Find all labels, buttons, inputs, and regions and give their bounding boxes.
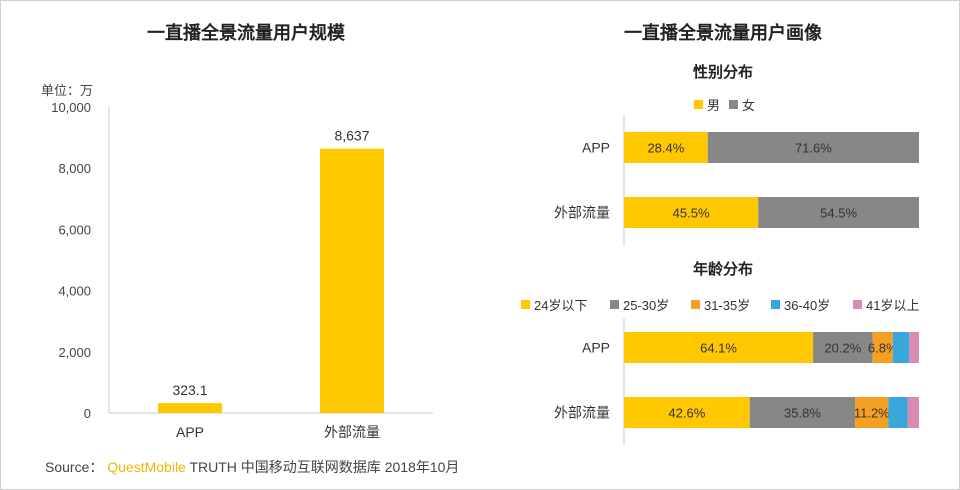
- gender-segment-label: 28.4%: [647, 141, 684, 156]
- age-segment-label: 11.2%: [854, 406, 890, 421]
- age-segment: [749, 397, 856, 428]
- age-segment-label: 6.8%: [868, 341, 898, 356]
- source-brand: QuestMobile: [107, 459, 186, 475]
- age-segment-label: 42.6%: [668, 406, 705, 421]
- age-legend-swatch: [691, 300, 700, 309]
- age-subtitle: 年龄分布: [693, 260, 753, 278]
- gender-segment-label: 71.6%: [795, 141, 832, 156]
- age-segment: [909, 332, 919, 363]
- age-segment: [892, 332, 910, 363]
- profile-title: 一直播全景流量用户画像: [624, 22, 823, 43]
- age-segment-label: 35.8%: [784, 406, 821, 421]
- age-segment: [888, 397, 908, 428]
- age-legend-label: 36-40岁: [784, 298, 830, 313]
- y-tick-label: 8,000: [58, 161, 91, 176]
- gender-legend-label: 男: [707, 98, 720, 113]
- age-segment: [813, 332, 873, 363]
- age-segment: [872, 332, 893, 363]
- gender-subtitle: 性别分布: [693, 63, 753, 81]
- source-note: Source： QuestMobile TRUTH 中国移动互联网数据库 201…: [45, 457, 459, 477]
- bar: [320, 148, 384, 413]
- age-legend-label: 25-30岁: [623, 298, 669, 313]
- gender-segment: [624, 197, 759, 228]
- x-category-label: 外部流量: [324, 424, 380, 440]
- bar-value-label: 323.1: [172, 382, 207, 398]
- gender-legend-label: 女: [742, 98, 755, 113]
- age-legend-swatch: [521, 300, 530, 309]
- age-segment-label: 20.2%: [824, 341, 861, 356]
- age-category-label: APP: [582, 340, 610, 356]
- gender-legend-swatch: [729, 100, 738, 109]
- age-legend-swatch: [853, 300, 862, 309]
- y-tick-label: 4,000: [58, 284, 91, 299]
- bar-value-label: 8,637: [334, 128, 369, 144]
- gender-legend-swatch: [694, 100, 703, 109]
- age-legend-swatch: [771, 300, 780, 309]
- age-segment: [624, 332, 814, 363]
- source-prefix: Source：: [45, 459, 104, 475]
- gender-segment-label: 54.5%: [820, 206, 857, 221]
- age-segment: [907, 397, 919, 428]
- gender-segment-label: 45.5%: [673, 206, 710, 221]
- gender-segment: [624, 132, 708, 163]
- bar-chart-title: 一直播全景流量用户规模: [147, 22, 346, 43]
- age-legend-label: 24岁以下: [534, 298, 587, 313]
- age-category-label: 外部流量: [554, 405, 610, 421]
- x-category-label: APP: [176, 424, 204, 440]
- bar: [158, 403, 222, 413]
- y-tick-label: 6,000: [58, 222, 91, 237]
- unit-label: 单位：万: [41, 83, 93, 98]
- source-suffix: TRUTH 中国移动互联网数据库 2018年10月: [189, 459, 460, 475]
- age-segment: [855, 397, 889, 428]
- y-tick-label: 0: [84, 406, 91, 421]
- gender-category-label: APP: [582, 140, 610, 156]
- gender-category-label: 外部流量: [554, 205, 610, 221]
- age-legend-label: 41岁以上: [866, 298, 919, 313]
- age-segment-label: 64.1%: [700, 341, 737, 356]
- gender-segment: [707, 132, 919, 163]
- gender-segment: [758, 197, 919, 228]
- age-legend-label: 31-35岁: [704, 298, 750, 313]
- y-tick-label: 10,000: [51, 100, 91, 115]
- age-segment: [624, 397, 750, 428]
- y-tick-label: 2,000: [58, 345, 91, 360]
- age-legend-swatch: [610, 300, 619, 309]
